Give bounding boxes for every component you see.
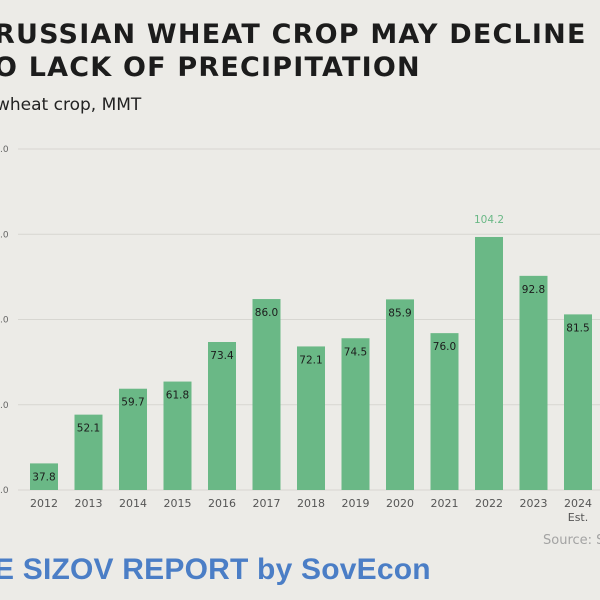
bar <box>252 299 281 490</box>
bar <box>341 338 370 490</box>
y-tick-label: .0 <box>0 230 9 240</box>
x-tick-label: 2023 <box>520 497 548 510</box>
x-tick-label: 2024 <box>564 497 592 510</box>
chart-subtitle: wheat crop, MMT <box>0 95 142 115</box>
source-note: Source: S <box>543 533 600 548</box>
bar <box>208 342 236 490</box>
bar-value-label: 61.8 <box>166 390 189 402</box>
y-tick-label: .0 <box>0 401 9 411</box>
bar-value-label: 104.2 <box>474 214 504 226</box>
x-tick-label: 2014 <box>119 497 147 510</box>
x-tick-label: 2021 <box>431 497 459 510</box>
x-tick-label: 2015 <box>164 497 192 510</box>
x-tick-label: 2020 <box>386 497 414 510</box>
y-tick-label: .0 <box>0 145 9 155</box>
footer-brand: E SIZOV REPORT by SovEcon <box>0 553 431 586</box>
bar <box>519 275 548 490</box>
bar-value-label: 81.5 <box>566 322 589 334</box>
bar <box>30 463 58 490</box>
bar <box>163 381 192 490</box>
bar-chart: .0 .0 .0 .0 .0 37.8 2012 52.1 2013 59.7 2014 61.8 20… <box>0 145 600 524</box>
y-tick-label: .0 <box>0 316 9 326</box>
bar <box>430 333 459 490</box>
bar-value-label: 37.8 <box>32 471 55 483</box>
bar-value-label: 74.5 <box>344 346 367 358</box>
bar-value-label: 73.4 <box>210 350 234 362</box>
x-tick-label: 2017 <box>253 497 281 510</box>
bar-value-label: 76.0 <box>433 341 456 353</box>
chart-title-line-2: O LACK OF PRECIPITATION <box>0 52 421 83</box>
x-tick-label: 2022 <box>475 497 503 510</box>
x-tick-label: 2016 <box>208 497 236 510</box>
bar <box>475 236 503 490</box>
bar-value-label: 86.0 <box>255 307 278 319</box>
bar <box>119 388 147 490</box>
bar-value-label: 92.8 <box>522 284 545 296</box>
bar <box>297 346 325 490</box>
bar <box>74 414 103 490</box>
x-tick-sublabel: Est. <box>568 511 589 524</box>
chart-title-line-1: RUSSIAN WHEAT CROP MAY DECLINE <box>0 19 587 50</box>
bar-value-label: 85.9 <box>388 307 411 319</box>
bar-value-label: 59.7 <box>121 397 144 409</box>
x-tick-label: 2013 <box>75 497 103 510</box>
x-tick-label: 2019 <box>342 497 370 510</box>
chart-title: RUSSIAN WHEAT CROP MAY DECLINE O LACK OF… <box>0 18 600 84</box>
bar-value-label: 52.1 <box>77 423 100 435</box>
bar <box>564 314 592 490</box>
bar-value-label: 72.1 <box>299 354 322 366</box>
x-tick-label: 2012 <box>30 497 58 510</box>
x-tick-label: 2018 <box>297 497 325 510</box>
y-tick-label: .0 <box>0 486 9 496</box>
bar <box>386 299 414 490</box>
